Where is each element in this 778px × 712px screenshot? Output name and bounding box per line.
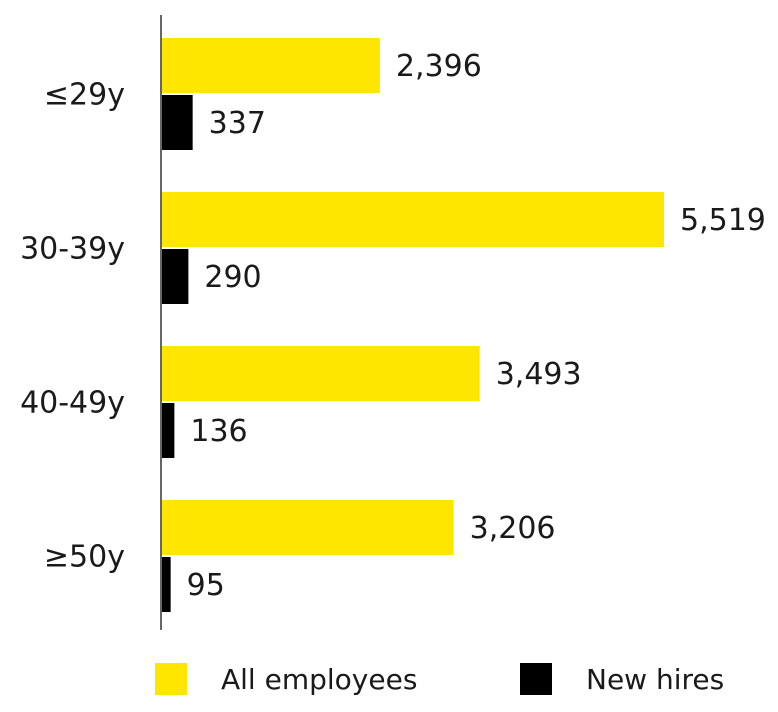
category-label: 40-49y xyxy=(20,386,125,421)
bar xyxy=(162,38,380,93)
value-label: 290 xyxy=(204,260,261,295)
value-label: 3,206 xyxy=(470,511,556,546)
value-label: 136 xyxy=(190,414,247,449)
value-label: 95 xyxy=(187,568,225,603)
value-label: 3,493 xyxy=(496,357,582,392)
category-label: ≥50y xyxy=(44,540,125,575)
legend-swatch xyxy=(155,663,187,695)
bar xyxy=(162,192,664,247)
bar xyxy=(162,95,193,150)
category-label: ≤29y xyxy=(44,78,125,113)
legend-label: New hires xyxy=(586,663,724,696)
legend-label: All employees xyxy=(221,663,417,696)
value-label: 5,519 xyxy=(680,203,766,238)
value-label: 337 xyxy=(209,106,266,141)
bar xyxy=(162,557,171,612)
bar xyxy=(162,500,454,555)
bar xyxy=(162,403,175,458)
bar xyxy=(162,346,480,401)
category-label: 30-39y xyxy=(20,232,125,267)
value-label: 2,396 xyxy=(396,49,482,84)
bar xyxy=(162,249,189,304)
legend-swatch xyxy=(520,663,552,695)
